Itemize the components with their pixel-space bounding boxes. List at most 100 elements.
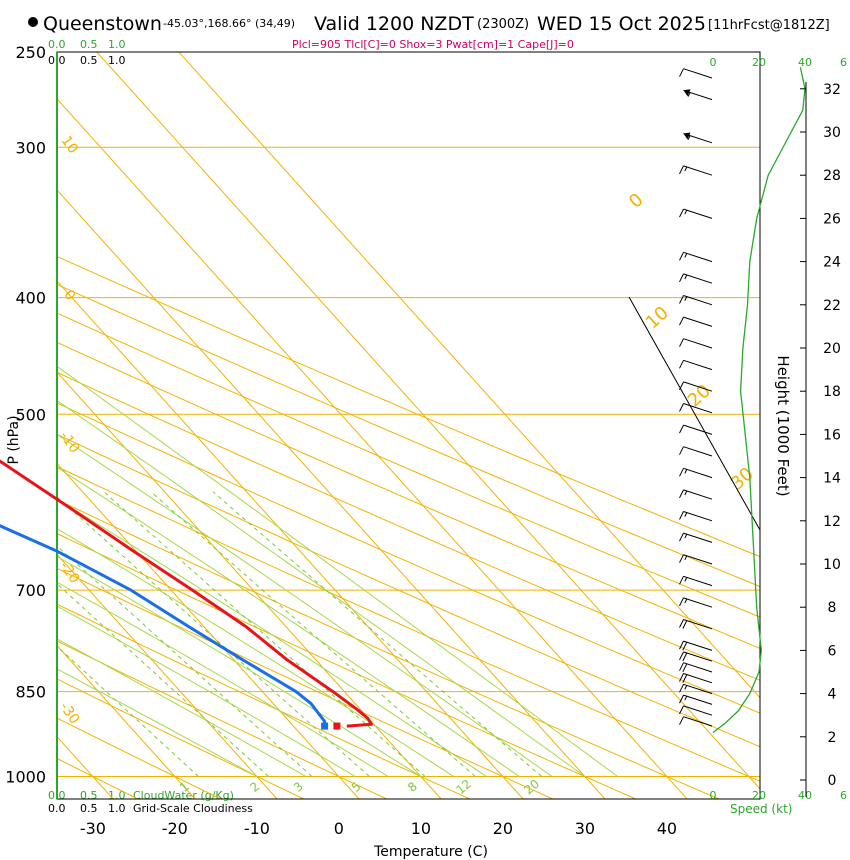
cloudiness-bottom-tick: 0.0 bbox=[48, 802, 66, 815]
pressure-label: 500 bbox=[15, 405, 46, 424]
wind-barb-half-feather bbox=[687, 135, 691, 140]
wind-barb-half-feather bbox=[684, 512, 688, 517]
mixing-ratio-label: 2 bbox=[247, 779, 262, 795]
speed-axis-label: Speed (kt) bbox=[730, 802, 792, 816]
cloudwater-bottom-tick: 0.5 bbox=[80, 789, 98, 802]
wind-barb bbox=[679, 251, 713, 263]
temperature-tick-label: 10 bbox=[411, 819, 431, 838]
y-axis-label: P (hPa) bbox=[6, 415, 22, 464]
mixing-ratio-label: 20 bbox=[521, 777, 542, 798]
mixing-ratio-label: 8 bbox=[405, 779, 420, 795]
wind-barb-staff bbox=[683, 716, 713, 727]
cloud-right-bottom-tick: 6 bbox=[840, 789, 847, 802]
wind-barb-half-feather bbox=[684, 166, 688, 172]
height-tick-label: 0 bbox=[828, 773, 837, 789]
moist-adiabat-line bbox=[57, 399, 586, 777]
isotherm-line bbox=[178, 52, 760, 699]
wind-barb bbox=[679, 381, 713, 392]
dry-adiabat-line bbox=[57, 52, 760, 799]
wind-barb-feather bbox=[679, 662, 684, 671]
isotherm-line bbox=[57, 371, 442, 799]
wind-barb-staff bbox=[683, 662, 713, 673]
x-axis-label: Temperature (C) bbox=[373, 844, 488, 860]
moist-adiabat-line bbox=[57, 668, 258, 777]
wind-barb-staff bbox=[683, 575, 713, 587]
wind-barb-feather bbox=[682, 620, 688, 629]
wind-barb bbox=[679, 619, 713, 630]
height-tick-label: 10 bbox=[823, 557, 841, 573]
wind-barb-half-feather bbox=[684, 274, 688, 280]
temperature-profile bbox=[0, 459, 373, 728]
wind-barb bbox=[679, 640, 713, 651]
moist-adiabat-line bbox=[57, 555, 422, 777]
cloudiness-bottom-tick: 1.0 bbox=[108, 802, 126, 815]
wind-barb-feather bbox=[679, 424, 684, 434]
dry-adiabat-line bbox=[57, 52, 760, 799]
temperature-tick-label: 0 bbox=[334, 819, 344, 838]
wind-barb-half-feather bbox=[684, 469, 688, 474]
dry-adiabat-line bbox=[57, 52, 760, 799]
wind-barb-flag bbox=[683, 132, 691, 140]
dry-adiabat-line bbox=[57, 52, 760, 799]
pressure-label: 850 bbox=[15, 683, 46, 702]
wind-barb-half-feather bbox=[684, 555, 688, 561]
wind-barb-staff bbox=[683, 359, 713, 371]
dry-adiabat-line bbox=[57, 52, 560, 799]
wind-barb bbox=[679, 532, 713, 543]
wind-barb-flag bbox=[683, 89, 691, 97]
wind-barb bbox=[679, 403, 713, 414]
pressure-label: 1000 bbox=[5, 768, 46, 787]
wind-barb-feather bbox=[679, 295, 684, 304]
isotherm-line bbox=[57, 462, 360, 799]
wind-barb-staff bbox=[683, 295, 713, 306]
cloudiness-top-tick: 0.5 bbox=[80, 54, 98, 67]
speed-bottom-tick: 20 bbox=[752, 789, 766, 802]
wind-barb-half-feather bbox=[684, 490, 688, 496]
moist-adiabat-line bbox=[57, 498, 487, 777]
height-tick-label: 28 bbox=[823, 168, 841, 184]
wind-barb-feather bbox=[679, 489, 684, 499]
isotherm-line bbox=[57, 644, 196, 799]
dry-adiabat-line bbox=[57, 52, 228, 799]
isotherm-line bbox=[57, 98, 688, 799]
wind-barb-feather bbox=[679, 338, 684, 347]
wind-barb-staff bbox=[683, 403, 713, 414]
isotherm-line bbox=[96, 52, 760, 790]
dry-adiabat-line bbox=[57, 52, 394, 799]
wind-barb-feather bbox=[679, 684, 684, 693]
cloud-right-top-tick: 6 bbox=[840, 56, 847, 69]
wind-barb bbox=[679, 467, 713, 479]
wind-barb bbox=[679, 273, 713, 284]
dry-adiabat-line bbox=[57, 52, 760, 799]
height-axis-label: Height (1000 Feet) bbox=[774, 355, 792, 496]
temperature-tick-label: 20 bbox=[493, 819, 513, 838]
wind-barb-feather bbox=[679, 705, 684, 715]
wind-barb bbox=[679, 446, 713, 457]
height-tick-label: 8 bbox=[828, 600, 837, 616]
wind-barb-feather bbox=[679, 651, 684, 661]
dry-adiabat-line bbox=[57, 52, 760, 799]
wind-barb-staff bbox=[683, 673, 713, 684]
mixing-ratio-label: 3 bbox=[291, 779, 306, 795]
wind-barb-staff bbox=[683, 640, 713, 651]
wind-barb bbox=[679, 554, 713, 565]
profiles bbox=[0, 459, 373, 730]
plot-frame bbox=[56, 51, 761, 800]
wind-barb-feather bbox=[679, 252, 684, 261]
wind-barb-staff bbox=[683, 424, 713, 435]
height-tick-label: 18 bbox=[823, 384, 841, 400]
temperature-surface-marker bbox=[333, 722, 341, 730]
wind-barb-feather bbox=[679, 468, 684, 477]
wind-barb-staff bbox=[683, 165, 713, 176]
cloudwater-top-tick: 0.5 bbox=[80, 38, 98, 51]
wind-barb bbox=[679, 359, 713, 371]
wind-barb-staff bbox=[683, 511, 713, 522]
wind-barb-feather bbox=[682, 641, 688, 651]
speed-top-tick: 40 bbox=[798, 56, 812, 69]
wind-barb-staff bbox=[683, 273, 713, 284]
pressure-axis: 250 300 400 500 700 850 1000 bbox=[5, 43, 46, 787]
wind-barb-half-feather bbox=[684, 598, 688, 604]
wind-barb bbox=[679, 575, 713, 587]
speed-bottom-tick: 40 bbox=[798, 789, 812, 802]
temperature-tick-label: -20 bbox=[162, 819, 188, 838]
